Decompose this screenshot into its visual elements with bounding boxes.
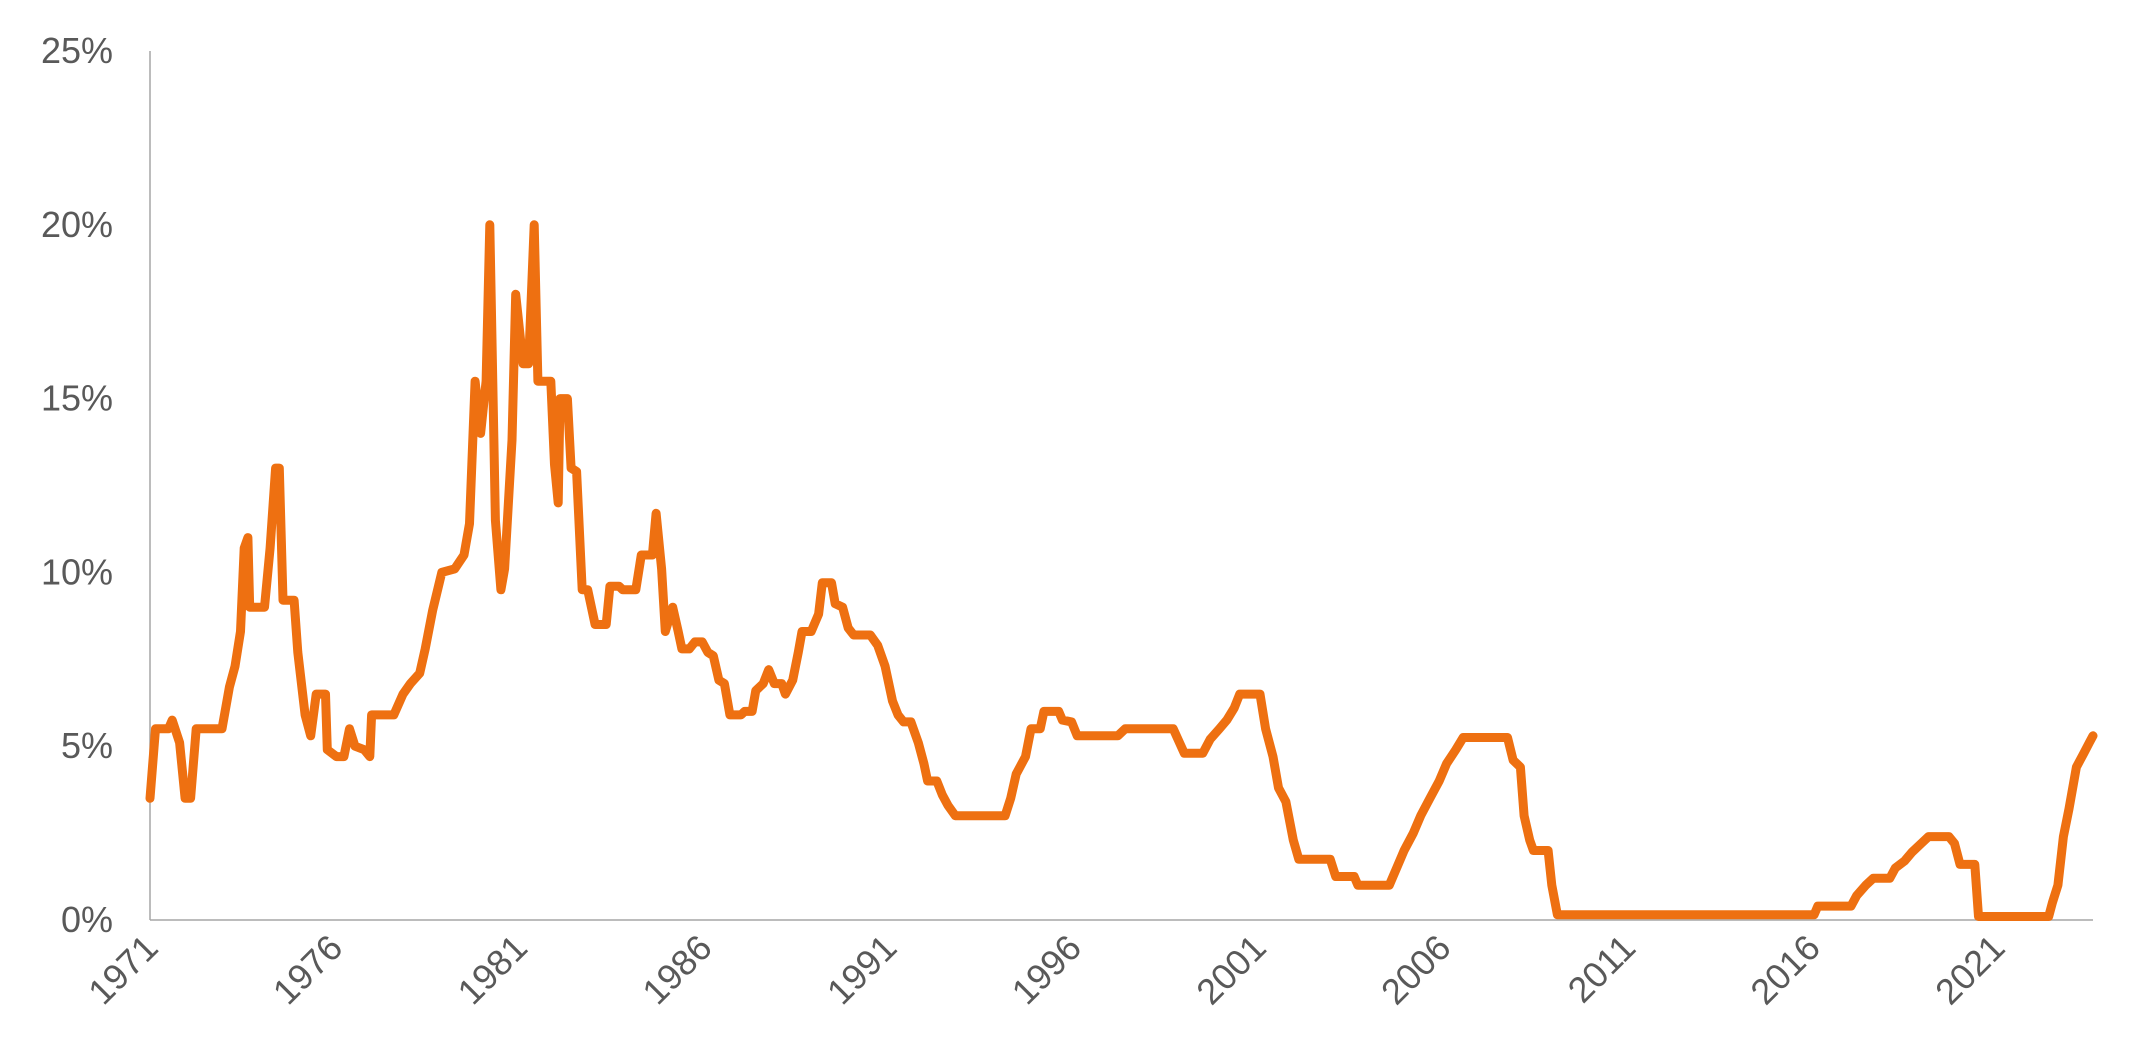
x-tick-label: 1976 <box>265 927 351 1013</box>
x-tick-label: 2006 <box>1373 927 1459 1013</box>
x-tick-label: 1991 <box>819 927 905 1013</box>
x-tick-label: 1981 <box>449 927 535 1013</box>
x-tick-label: 1986 <box>634 927 720 1013</box>
x-tick-label: 2021 <box>1927 927 2013 1013</box>
y-tick-label: 25% <box>41 30 113 71</box>
y-tick-label: 15% <box>41 378 113 419</box>
y-tick-label: 0% <box>61 899 113 940</box>
data-line <box>145 220 2098 921</box>
x-tick-label: 2011 <box>1559 927 1643 1011</box>
y-tick-label: 5% <box>61 725 113 766</box>
x-tick-label: 2001 <box>1188 927 1274 1013</box>
y-tick-label: 10% <box>41 551 113 592</box>
x-tick-label: 2016 <box>1742 927 1828 1013</box>
y-tick-label: 20% <box>41 204 113 245</box>
x-tick-label: 1996 <box>1004 927 1090 1013</box>
